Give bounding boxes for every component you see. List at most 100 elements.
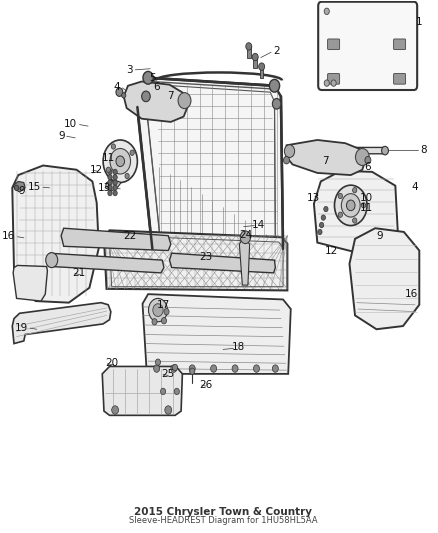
Circle shape xyxy=(121,93,126,98)
Text: 6: 6 xyxy=(154,82,160,92)
Circle shape xyxy=(232,365,238,372)
Text: 6: 6 xyxy=(364,161,371,172)
Circle shape xyxy=(113,180,117,185)
Circle shape xyxy=(190,368,195,374)
Circle shape xyxy=(106,167,110,172)
Text: 24: 24 xyxy=(239,230,253,240)
Text: 10: 10 xyxy=(359,193,372,204)
Circle shape xyxy=(113,169,117,174)
Text: 15: 15 xyxy=(28,182,41,192)
Circle shape xyxy=(284,145,295,158)
FancyBboxPatch shape xyxy=(394,39,406,50)
Circle shape xyxy=(252,53,258,61)
Text: 26: 26 xyxy=(200,379,213,390)
Text: 9: 9 xyxy=(58,131,64,141)
Circle shape xyxy=(113,174,117,180)
Circle shape xyxy=(319,222,324,228)
Polygon shape xyxy=(12,303,111,344)
FancyBboxPatch shape xyxy=(318,2,417,90)
Polygon shape xyxy=(260,67,263,78)
Circle shape xyxy=(338,212,343,217)
Text: 19: 19 xyxy=(15,322,28,333)
Text: Sleeve-HEADREST Diagram for 1HU58HL5AA: Sleeve-HEADREST Diagram for 1HU58HL5AA xyxy=(129,516,318,525)
Circle shape xyxy=(141,91,150,102)
Text: 2: 2 xyxy=(274,46,280,56)
Polygon shape xyxy=(13,265,47,301)
Circle shape xyxy=(108,180,112,185)
Polygon shape xyxy=(170,253,276,273)
Text: 12: 12 xyxy=(325,246,338,255)
Text: 20: 20 xyxy=(105,358,118,368)
Circle shape xyxy=(116,88,123,96)
Circle shape xyxy=(108,190,112,196)
Circle shape xyxy=(353,218,357,223)
Circle shape xyxy=(161,318,166,324)
Circle shape xyxy=(153,304,163,317)
Text: 4: 4 xyxy=(113,82,120,92)
Text: 18: 18 xyxy=(232,342,245,352)
Circle shape xyxy=(178,93,191,109)
Text: 3: 3 xyxy=(127,65,133,75)
Circle shape xyxy=(154,365,160,372)
Circle shape xyxy=(173,365,178,370)
Circle shape xyxy=(259,63,265,70)
Circle shape xyxy=(318,229,322,235)
Circle shape xyxy=(288,148,293,154)
Circle shape xyxy=(108,185,112,190)
FancyBboxPatch shape xyxy=(328,39,339,50)
Circle shape xyxy=(246,43,252,50)
Polygon shape xyxy=(247,46,251,58)
Circle shape xyxy=(174,388,180,394)
Text: 21: 21 xyxy=(72,268,85,278)
Text: 14: 14 xyxy=(252,220,265,230)
Circle shape xyxy=(254,365,259,372)
Circle shape xyxy=(112,406,119,414)
Circle shape xyxy=(108,169,112,174)
Circle shape xyxy=(110,149,131,174)
Text: 13: 13 xyxy=(307,193,320,204)
Text: 7: 7 xyxy=(167,91,174,101)
Text: 22: 22 xyxy=(124,231,137,241)
Circle shape xyxy=(272,99,281,109)
Text: 12: 12 xyxy=(90,165,103,175)
Circle shape xyxy=(130,150,134,156)
Text: 9: 9 xyxy=(18,186,25,196)
Text: 16: 16 xyxy=(405,289,418,299)
Text: 16: 16 xyxy=(2,231,15,241)
Polygon shape xyxy=(49,253,164,273)
Text: 11: 11 xyxy=(102,153,116,163)
Polygon shape xyxy=(13,181,25,192)
Circle shape xyxy=(125,173,129,179)
Polygon shape xyxy=(124,82,188,122)
Polygon shape xyxy=(105,180,121,191)
Circle shape xyxy=(321,215,325,220)
Circle shape xyxy=(165,406,172,414)
Polygon shape xyxy=(12,165,99,303)
Polygon shape xyxy=(254,57,257,68)
Polygon shape xyxy=(286,140,365,175)
Circle shape xyxy=(143,71,153,84)
Circle shape xyxy=(381,147,389,155)
Polygon shape xyxy=(61,228,171,251)
Circle shape xyxy=(324,8,329,14)
FancyBboxPatch shape xyxy=(394,74,406,84)
Polygon shape xyxy=(102,367,182,415)
Circle shape xyxy=(189,365,195,372)
Text: 13: 13 xyxy=(98,183,111,193)
Circle shape xyxy=(240,231,251,244)
Circle shape xyxy=(346,200,355,211)
Polygon shape xyxy=(332,14,401,43)
Polygon shape xyxy=(314,171,398,260)
Polygon shape xyxy=(239,237,250,285)
Text: 4: 4 xyxy=(412,182,418,192)
Circle shape xyxy=(113,190,117,196)
Text: 11: 11 xyxy=(360,203,374,213)
Polygon shape xyxy=(350,228,419,329)
Text: 9: 9 xyxy=(377,231,383,241)
Circle shape xyxy=(211,365,217,372)
Text: 5: 5 xyxy=(149,73,156,83)
Circle shape xyxy=(324,80,329,86)
Circle shape xyxy=(331,80,336,86)
Circle shape xyxy=(365,157,371,164)
Polygon shape xyxy=(138,78,283,251)
